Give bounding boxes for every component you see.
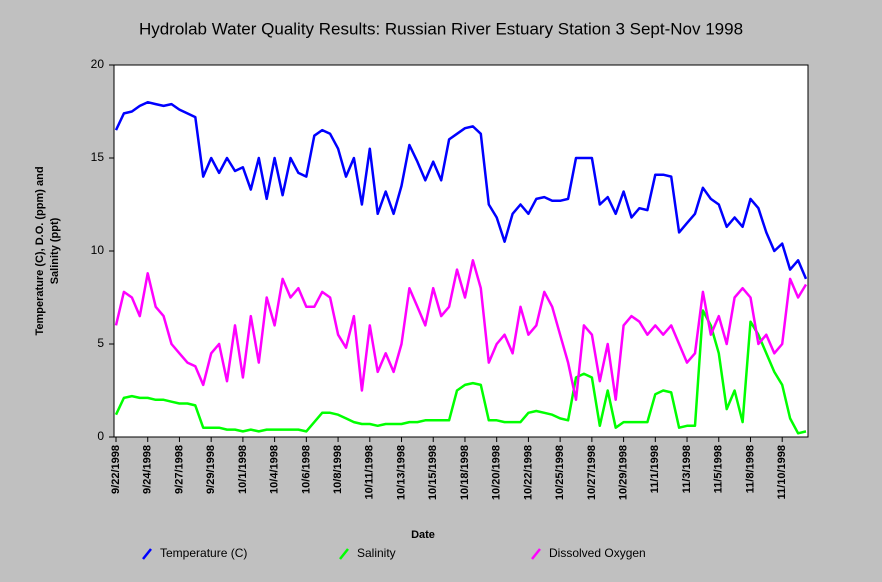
x-tick-label: 10/18/1998: [459, 445, 471, 500]
x-tick-label: 10/27/1998: [586, 445, 598, 500]
x-tick-label: 10/1/1998: [237, 445, 249, 494]
chart-title: Hydrolab Water Quality Results: Russian …: [139, 19, 743, 38]
x-tick-label: 11/3/1998: [681, 445, 693, 493]
x-axis-title: Date: [411, 529, 435, 541]
series-line: [114, 259, 808, 402]
x-tick-label: 11/10/1998: [776, 445, 788, 499]
legend-label: Dissolved Oxygen: [549, 546, 646, 560]
legend-swatch: [531, 548, 541, 560]
x-tick-label: 11/8/1998: [744, 445, 756, 493]
x-tick-label: 10/20/1998: [491, 445, 503, 500]
plot-area: [113, 64, 809, 438]
y-tick-label: 20: [91, 57, 105, 71]
x-tick-label: 10/25/1998: [554, 445, 566, 500]
x-tick-label: 10/6/1998: [300, 445, 312, 494]
legend-label: Salinity: [357, 546, 396, 560]
x-tick-label: 10/4/1998: [269, 445, 281, 494]
x-tick-label: 11/1/1998: [649, 445, 661, 493]
x-tick-label: 10/22/1998: [522, 445, 534, 500]
x-tick-label: 9/24/1998: [142, 445, 154, 494]
x-tick-label: 10/15/1998: [427, 445, 439, 500]
x-tick-label: 11/5/1998: [713, 445, 725, 493]
y-tick-label: 15: [91, 150, 105, 164]
legend-label: Temperature (C): [160, 546, 247, 560]
x-tick-label: 10/11/1998: [364, 445, 376, 499]
y-tick-label: 5: [97, 336, 104, 350]
y-axis-title: Temperature (C), D.O. (ppm) and Salinity…: [34, 166, 61, 335]
series-line: [114, 100, 808, 280]
series-line: [114, 309, 807, 435]
x-tick-label: 9/22/1998: [110, 445, 122, 494]
x-tick-label: 10/13/1998: [395, 445, 407, 500]
y-axis-title-line: Temperature (C), D.O. (ppm) and: [34, 166, 46, 335]
y-tick-label: 10: [91, 243, 105, 257]
y-tick-label: 0: [97, 429, 104, 443]
x-tick-label: 9/29/1998: [205, 445, 217, 494]
legend-swatch: [142, 548, 152, 560]
legend-swatch: [339, 548, 349, 560]
x-tick-label: 10/8/1998: [332, 445, 344, 494]
y-axis-title-line: Salinity (ppt): [49, 217, 61, 284]
x-tick-label: 10/29/1998: [617, 445, 629, 500]
x-tick-label: 9/27/1998: [173, 445, 185, 494]
